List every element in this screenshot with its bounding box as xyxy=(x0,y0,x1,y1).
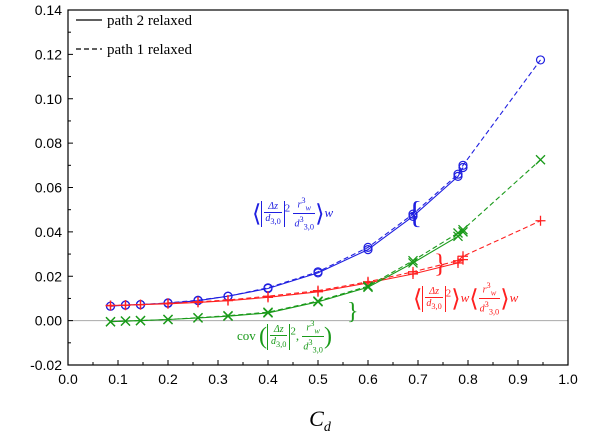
blue-solid-line xyxy=(110,167,464,307)
red-point xyxy=(458,251,468,262)
x-tick-label: 0.5 xyxy=(308,371,328,387)
red-point xyxy=(163,298,173,309)
green-point xyxy=(105,316,116,327)
red-point xyxy=(408,266,418,277)
red-point xyxy=(363,276,373,287)
blue-brace: { xyxy=(407,194,422,230)
green-point xyxy=(163,314,173,325)
x-tick-label: 0.4 xyxy=(258,371,278,387)
green-point xyxy=(535,154,546,165)
blue-point xyxy=(535,55,546,65)
red-brace: } xyxy=(434,249,446,278)
green-point xyxy=(263,307,273,318)
green-point xyxy=(408,255,418,266)
x-tick-label: 0.0 xyxy=(58,371,78,387)
red-point xyxy=(313,285,323,296)
y-tick-label: 0.06 xyxy=(35,180,62,196)
y-tick-label: 0.10 xyxy=(35,91,62,107)
blue-point xyxy=(458,160,468,170)
green-point xyxy=(120,316,131,327)
annotation-green: cov (Δz d3,0 2, r3w d33,0) xyxy=(237,319,332,355)
blue-point xyxy=(453,169,463,179)
x-tick-label: 0.6 xyxy=(358,371,378,387)
y-tick-label: 0.08 xyxy=(35,135,62,151)
red-point xyxy=(535,215,546,226)
y-tick-label: 0.14 xyxy=(35,2,62,18)
annotation-braces: { } } xyxy=(347,194,446,325)
x-tick-label: 0.1 xyxy=(108,371,128,387)
green-point xyxy=(408,257,418,268)
red-point xyxy=(193,296,203,307)
x-tick-label: 0.9 xyxy=(508,371,528,387)
green-point xyxy=(453,228,463,238)
x-tick-label: 0.8 xyxy=(458,371,478,387)
red-point xyxy=(105,300,116,311)
red-point xyxy=(223,294,233,305)
blue-point xyxy=(313,267,323,277)
annotation-blue: ⟨ Δz d3,0 2 r3w d33,0 ⟩w xyxy=(252,196,334,232)
green-point xyxy=(223,310,233,321)
green-point xyxy=(458,224,468,235)
green-point xyxy=(135,315,146,326)
y-tick-label: 0.00 xyxy=(35,313,62,329)
legend-label-path2: path 2 relaxed xyxy=(107,13,192,29)
legend: path 2 relaxed path 1 relaxed xyxy=(76,13,192,58)
x-tick-label: 0.3 xyxy=(208,371,228,387)
green-point xyxy=(363,281,373,292)
x-tick-label: 0.7 xyxy=(408,371,428,387)
blue-point xyxy=(408,209,418,219)
x-tick-label: 1.0 xyxy=(558,371,578,387)
green-brace: } xyxy=(347,299,359,325)
red-point xyxy=(135,299,146,310)
green-point xyxy=(193,312,203,323)
y-tick-label: 0.12 xyxy=(35,46,62,62)
red-point xyxy=(263,291,273,302)
legend-label-path1: path 1 relaxed xyxy=(107,42,192,58)
x-axis-label: Cd xyxy=(309,406,332,435)
blue-point xyxy=(363,242,373,253)
annotation-red: ⟨ Δz d3,0 2⟩w⟨ r3w d33,0 ⟩w xyxy=(413,281,519,317)
x-tick-label: 0.2 xyxy=(158,371,178,387)
red-point xyxy=(453,255,463,266)
y-tick-label: 0.02 xyxy=(35,268,62,284)
y-tick-label: 0.04 xyxy=(35,224,62,240)
green-point xyxy=(313,296,323,307)
y-tick-label: -0.02 xyxy=(30,357,62,373)
red-point xyxy=(120,300,131,311)
